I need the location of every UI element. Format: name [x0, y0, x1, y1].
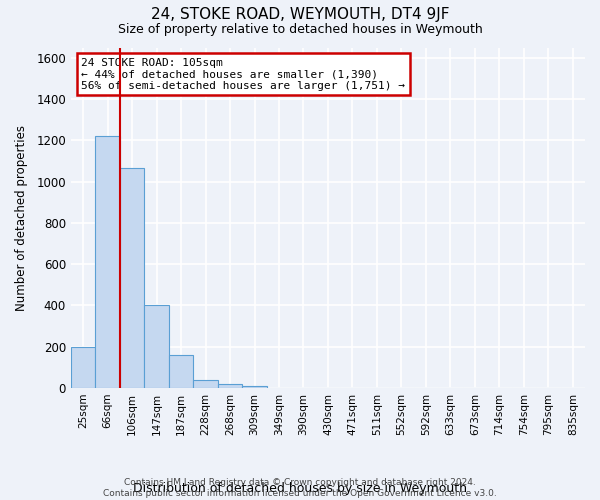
Text: Distribution of detached houses by size in Weymouth: Distribution of detached houses by size …: [133, 482, 467, 495]
Y-axis label: Number of detached properties: Number of detached properties: [15, 125, 28, 311]
Bar: [120, 168, 145, 388]
Text: 24, STOKE ROAD, WEYMOUTH, DT4 9JF: 24, STOKE ROAD, WEYMOUTH, DT4 9JF: [151, 8, 449, 22]
Bar: [193, 380, 218, 388]
Text: Size of property relative to detached houses in Weymouth: Size of property relative to detached ho…: [118, 22, 482, 36]
Text: 24 STOKE ROAD: 105sqm
← 44% of detached houses are smaller (1,390)
56% of semi-d: 24 STOKE ROAD: 105sqm ← 44% of detached …: [81, 58, 405, 91]
Bar: [169, 355, 193, 388]
Bar: [145, 306, 169, 388]
Bar: [218, 384, 242, 388]
Text: Contains HM Land Registry data © Crown copyright and database right 2024.
Contai: Contains HM Land Registry data © Crown c…: [103, 478, 497, 498]
Bar: [242, 386, 267, 388]
Bar: [71, 346, 95, 388]
Bar: [95, 136, 120, 388]
